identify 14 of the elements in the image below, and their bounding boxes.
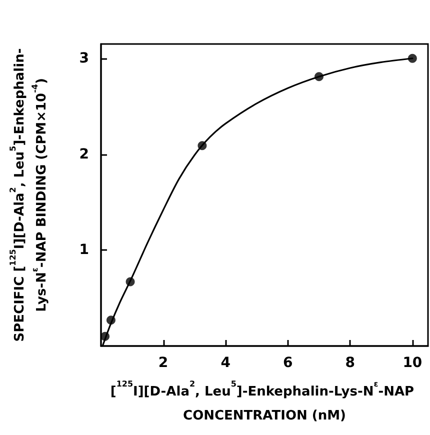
y-tick-label: 3 [79,50,89,66]
point [314,72,324,82]
point [100,332,110,341]
x-tick-label: 8 [345,355,356,371]
x-tick-label: 6 [282,355,293,371]
y-tick-label: 1 [79,242,89,258]
point [408,54,417,63]
x-tick-label: 10 [402,355,422,371]
point [198,141,207,150]
point [106,316,116,325]
y-tick-label: 2 [79,146,89,162]
x-tick-label: 4 [220,355,231,371]
point [126,277,135,286]
x-tick-label: 2 [158,355,168,371]
